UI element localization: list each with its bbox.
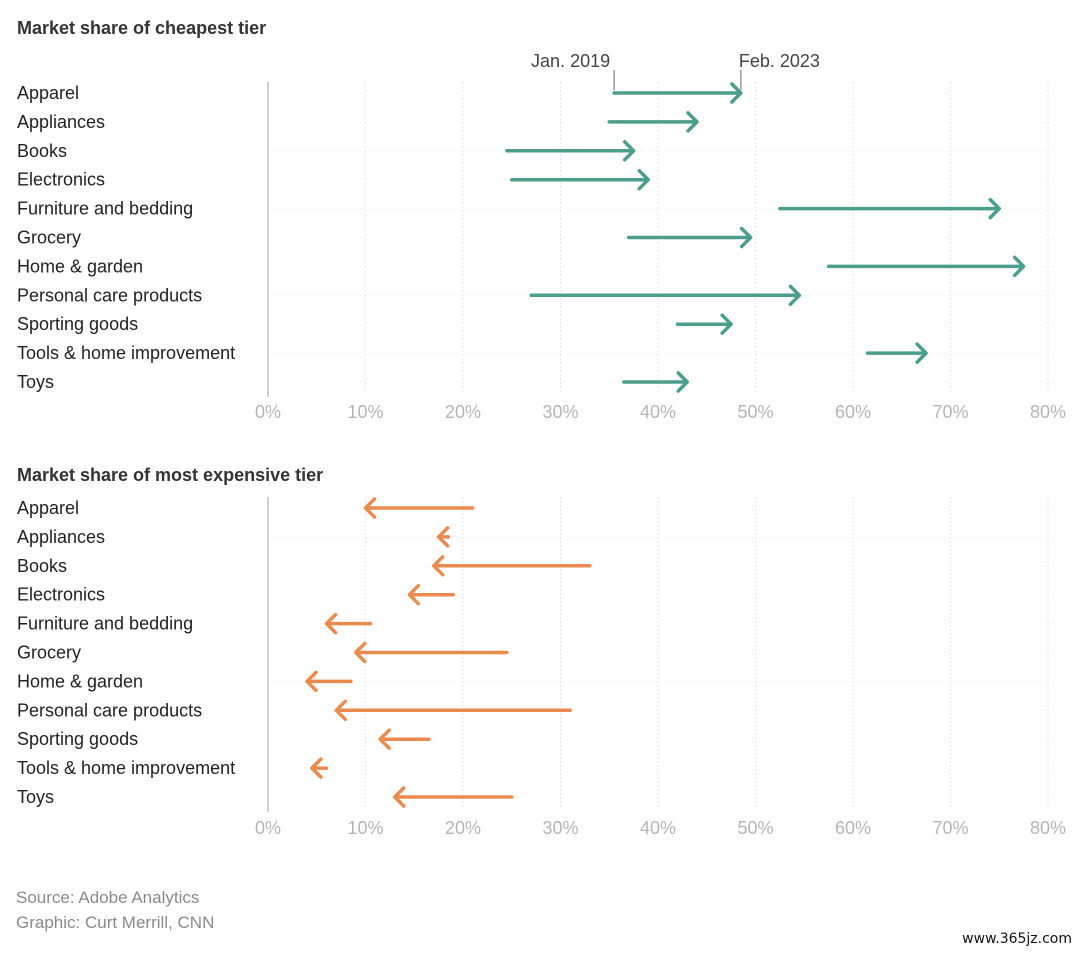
category-label: Electronics [17, 585, 105, 605]
arrow-head [436, 526, 450, 548]
category-label: Furniture and bedding [17, 614, 193, 634]
category-label: Electronics [17, 170, 105, 190]
arrow-head [988, 197, 1001, 220]
chart-title-expensive: Market share of most expensive tier [17, 465, 323, 485]
arrow-head [915, 342, 928, 364]
arrow-head [1012, 255, 1026, 278]
x-tick-label: 0% [255, 402, 281, 422]
category-label: Tools & home improvement [17, 343, 235, 363]
arrow-head [622, 140, 636, 162]
category-label: Sporting goods [17, 314, 138, 334]
arrow-head [354, 641, 367, 664]
arrow-head [378, 728, 391, 750]
arrow-head [324, 612, 338, 635]
x-tick-label: 30% [542, 818, 578, 838]
category-label: Appliances [17, 112, 105, 132]
x-tick-label: 80% [1030, 818, 1066, 838]
x-tick-label: 20% [445, 818, 481, 838]
category-label: Apparel [17, 83, 79, 103]
category-label: Toys [17, 372, 54, 392]
x-tick-label: 10% [347, 818, 383, 838]
category-label: Home & garden [17, 256, 143, 276]
annotation-end-label: Feb. 2023 [739, 51, 820, 71]
category-label: Home & garden [17, 671, 143, 691]
arrow-head [393, 786, 406, 808]
arrow-head [788, 284, 802, 307]
x-tick-label: 60% [835, 818, 871, 838]
category-label: Toys [17, 787, 54, 807]
x-tick-label: 30% [542, 402, 578, 422]
category-label: Grocery [17, 643, 81, 663]
arrow-head [637, 168, 650, 191]
category-label: Tools & home improvement [17, 758, 235, 778]
chart-title-cheapest: Market share of cheapest tier [17, 18, 266, 38]
arrow-head [407, 583, 421, 606]
credit-note: Graphic: Curt Merrill, CNN [16, 913, 215, 932]
arrow-head [686, 111, 699, 133]
category-label: Sporting goods [17, 729, 138, 749]
x-tick-label: 10% [347, 402, 383, 422]
x-tick-label: 70% [932, 402, 968, 422]
arrow-head [432, 555, 445, 577]
x-tick-label: 20% [445, 402, 481, 422]
arrow-head [676, 371, 689, 393]
x-tick-label: 50% [737, 818, 773, 838]
source-note: Source: Adobe Analytics [16, 888, 200, 907]
x-tick-label: 0% [255, 818, 281, 838]
category-label: Books [17, 141, 67, 161]
x-tick-label: 80% [1030, 402, 1066, 422]
arrow-head [334, 699, 347, 722]
category-label: Furniture and bedding [17, 199, 193, 219]
category-label: Grocery [17, 228, 81, 248]
arrow-head [720, 313, 733, 335]
annotation-start-label: Jan. 2019 [531, 51, 610, 71]
x-tick-label: 60% [835, 402, 871, 422]
arrow-head [305, 670, 318, 693]
x-tick-label: 70% [932, 818, 968, 838]
arrow-head [310, 757, 323, 779]
category-label: Personal care products [17, 700, 202, 720]
x-tick-label: 50% [737, 402, 773, 422]
site-watermark: www.365jz.com [962, 931, 1072, 947]
arrow-head [739, 226, 753, 249]
category-label: Appliances [17, 527, 105, 547]
arrow-head [730, 82, 743, 104]
category-label: Books [17, 556, 67, 576]
category-label: Apparel [17, 498, 79, 518]
category-label: Personal care products [17, 285, 202, 305]
x-tick-label: 40% [640, 818, 676, 838]
x-tick-label: 40% [640, 402, 676, 422]
arrow-head [363, 497, 377, 519]
